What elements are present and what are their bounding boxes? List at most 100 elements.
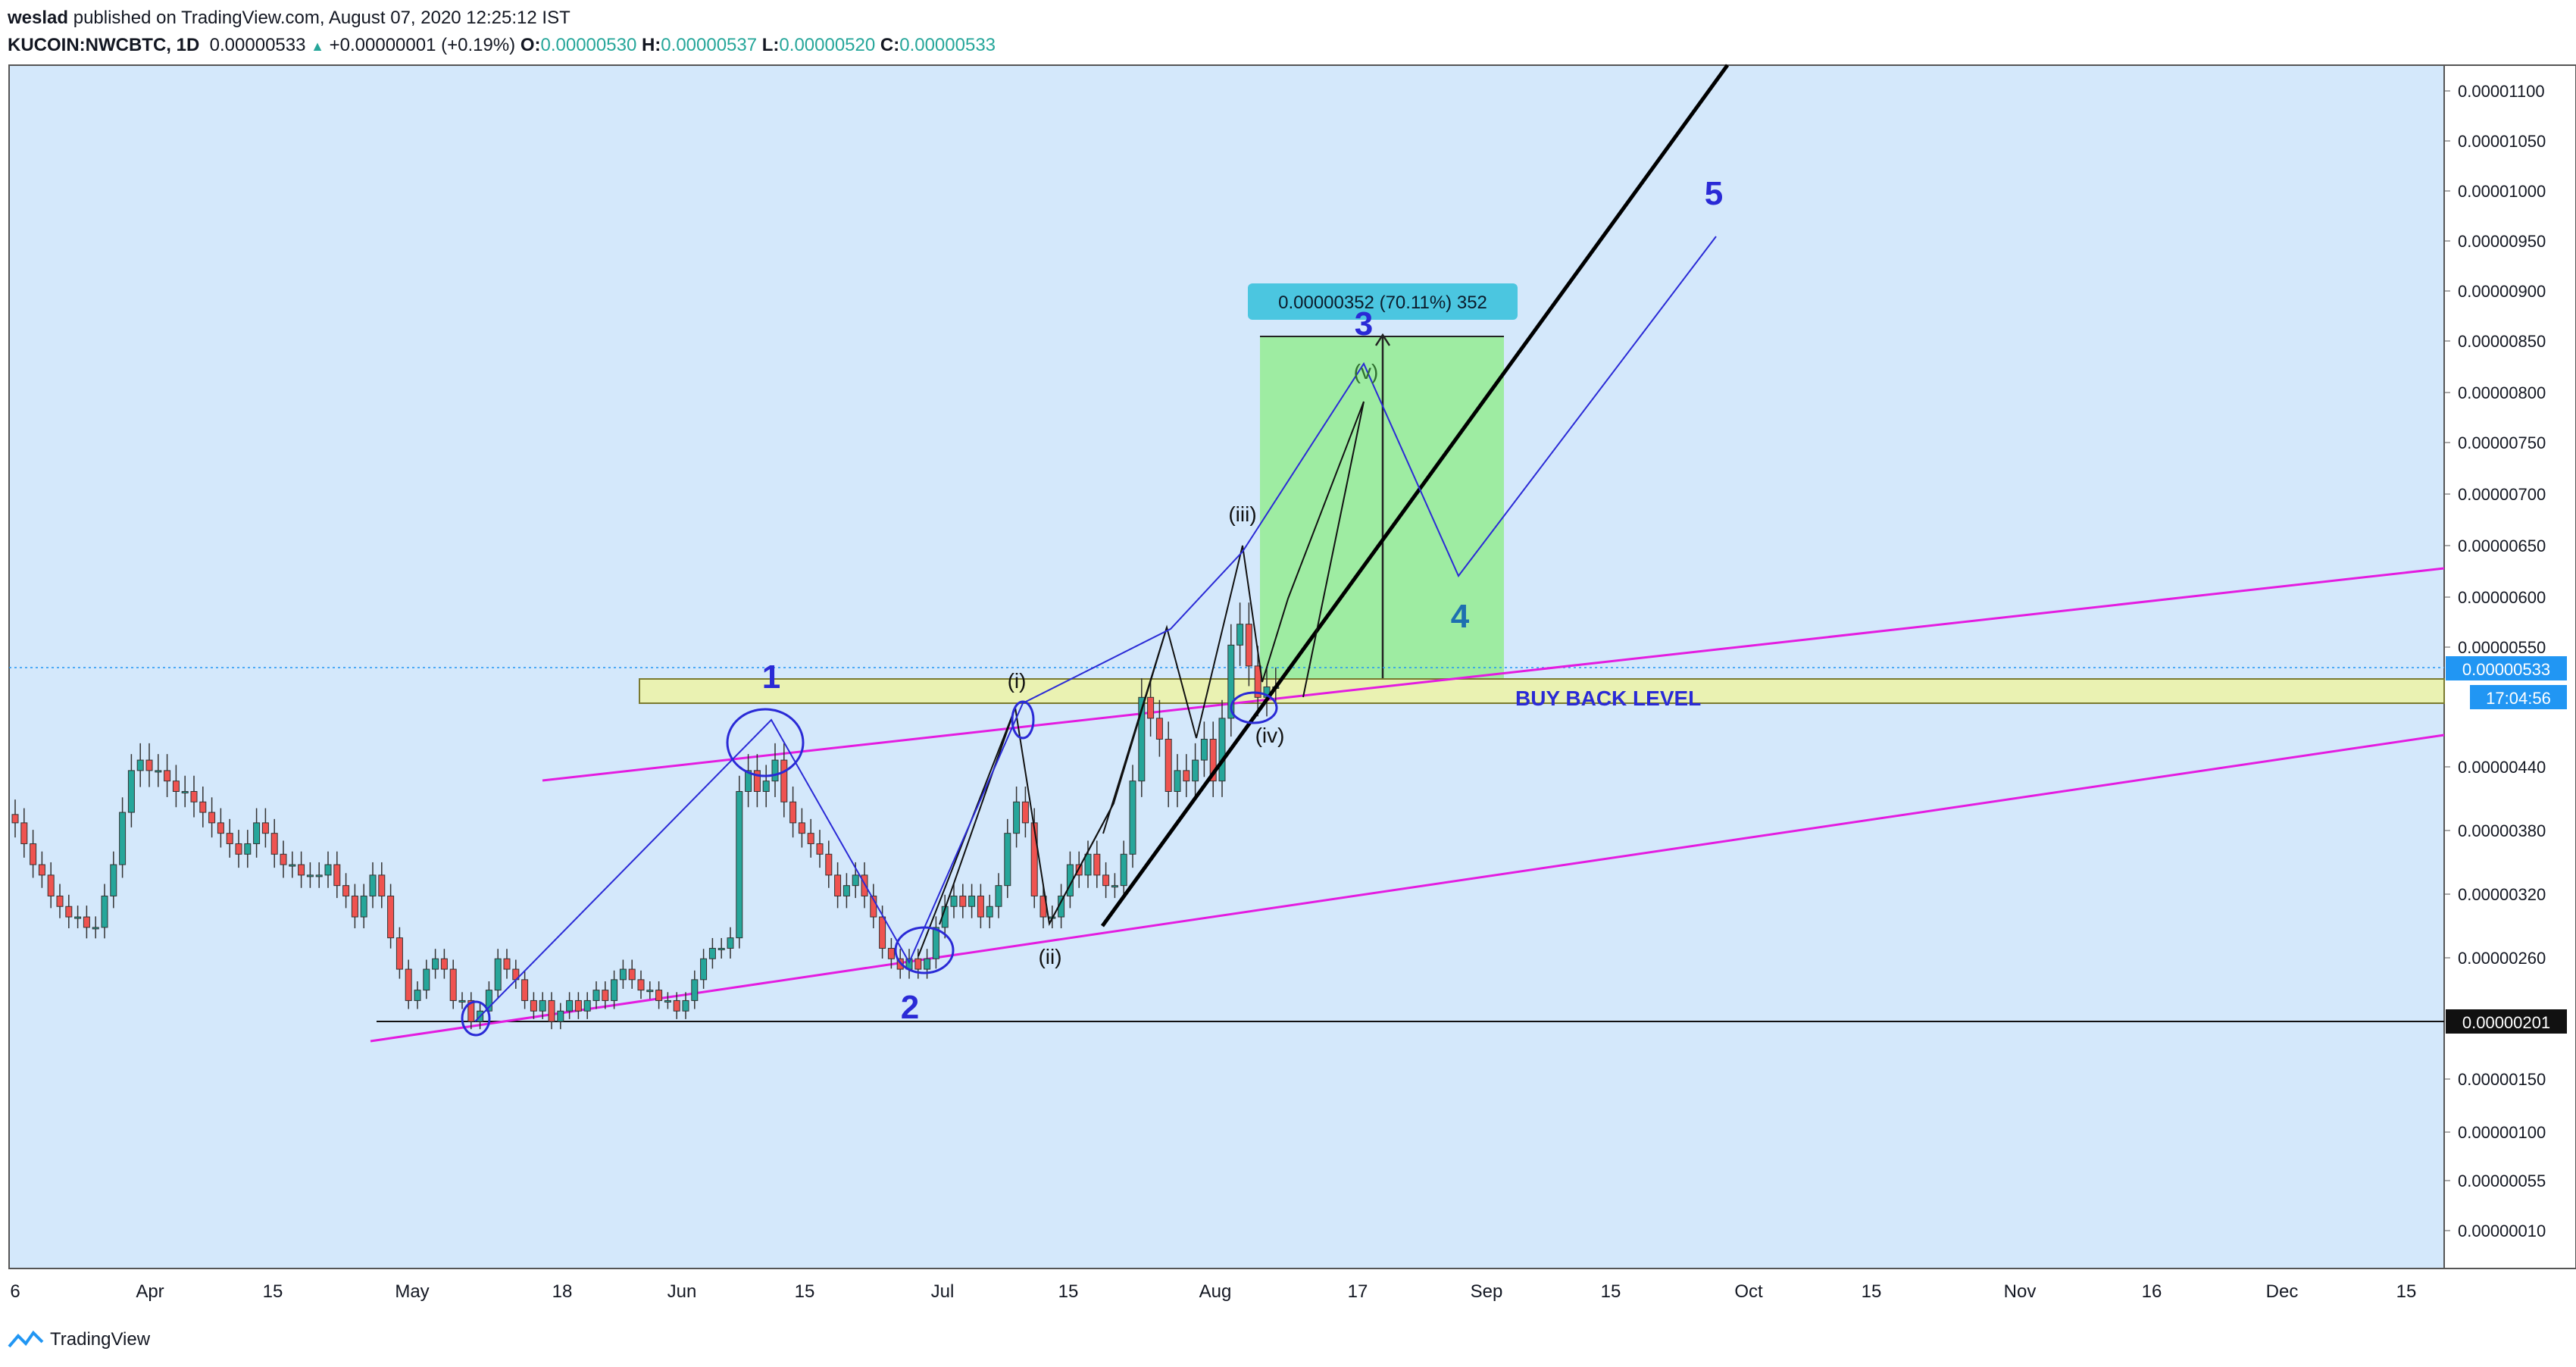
candle-body <box>789 801 797 824</box>
y-tick-label: 0.00001050 <box>2458 132 2546 151</box>
candle-body <box>834 874 842 896</box>
candle-body <box>861 874 868 896</box>
wave-label-i: (i) <box>1008 669 1027 693</box>
candle-body <box>887 947 895 959</box>
candle-body <box>977 895 984 918</box>
candle-body <box>440 958 448 970</box>
candle-body <box>548 999 555 1022</box>
candle-body <box>289 864 296 867</box>
candle-body <box>1138 696 1146 782</box>
candle-body <box>1174 770 1181 792</box>
upper-channel-line <box>542 567 2445 782</box>
measure-tooltip-text: 0.00000352 (70.11%) 352 <box>1278 292 1487 313</box>
candle-body <box>458 999 466 1003</box>
plot-area[interactable] <box>8 64 2445 1269</box>
wave-label-v: (v) <box>1354 360 1379 383</box>
candle-body <box>1084 853 1092 876</box>
elliott-wave-path <box>474 236 1717 1022</box>
y-tick-label: 0.00000260 <box>2458 949 2546 968</box>
candle-body <box>816 843 824 855</box>
candle-body <box>172 780 180 792</box>
candle-body <box>1227 644 1235 719</box>
x-tick-label: 15 <box>795 1281 815 1302</box>
wave-label-3: 3 <box>1355 305 1373 343</box>
candle-body <box>11 814 19 824</box>
author-name[interactable]: weslad <box>8 8 69 28</box>
candle-body <box>467 999 475 1022</box>
y-tick-labels: 0.00001100 0.00001050 0.00001000 0.00000950… <box>2444 82 2546 1240</box>
candle-body <box>762 780 770 792</box>
up-arrow-icon: ▲ <box>311 39 324 54</box>
symbol-label[interactable]: KUCOIN:NWCBTC, 1D <box>8 35 200 55</box>
candle-body <box>924 958 931 970</box>
candle-body <box>1093 853 1101 876</box>
candle-body <box>235 843 242 855</box>
x-tick-label: Jul <box>931 1281 955 1302</box>
pivot-circle-wave1 <box>726 708 805 777</box>
candle-body <box>92 927 99 930</box>
open-value: 0.00000530 <box>540 35 637 55</box>
candle-body <box>1245 624 1252 667</box>
support-price-badge[interactable] <box>2446 1009 2567 1034</box>
time-axis[interactable] <box>9 1268 2444 1314</box>
y-tick-label: 0.00000440 <box>2458 758 2546 777</box>
candle-body <box>611 979 618 1001</box>
candle-body <box>20 822 28 844</box>
y-tick-label: 0.00000700 <box>2458 485 2546 504</box>
x-tick-label: Jun <box>667 1281 697 1302</box>
candle-body <box>1147 696 1155 719</box>
pivot-circle-start <box>461 1000 491 1037</box>
candle-body <box>1129 780 1136 855</box>
support-price-label: 0.00000201 <box>2462 1013 2550 1032</box>
candle-body <box>753 770 761 792</box>
candle-body <box>405 968 412 1001</box>
y-tick-label: 0.00000600 <box>2458 588 2546 607</box>
candle-body <box>423 968 430 991</box>
current-price-label: 0.00000533 <box>2462 660 2550 679</box>
candle-body <box>879 916 886 949</box>
candle-body <box>306 874 314 877</box>
candle-body <box>539 999 546 1012</box>
wave-label-ii: (ii) <box>1038 945 1061 968</box>
candle-body <box>65 906 73 918</box>
candle-body <box>1236 624 1244 646</box>
candle-body <box>217 822 224 834</box>
candle-body <box>136 759 144 771</box>
candle-body <box>164 770 171 782</box>
y-tick-label: 0.00000320 <box>2458 885 2546 904</box>
current-price-badge[interactable] <box>2446 656 2567 680</box>
publish-info: weslad published on TradingView.com, Aug… <box>8 8 571 29</box>
candle-body <box>717 947 725 950</box>
candle-body <box>736 790 743 939</box>
candle-body <box>280 853 287 865</box>
wave-label-4: 4 <box>1451 598 1470 635</box>
tradingview-logo-icon <box>8 1330 44 1348</box>
candle-body <box>324 864 332 876</box>
candle-body <box>700 958 708 981</box>
buy-back-zone <box>639 678 2445 704</box>
candle-body <box>449 968 457 1001</box>
steep-trendline <box>1100 64 1730 927</box>
sub-wave-channel-2 <box>1049 802 1114 924</box>
candle-body <box>691 979 699 1001</box>
candle-body <box>181 790 189 793</box>
buy-back-label: BUY BACK LEVEL <box>1515 687 1701 710</box>
arrow-head-icon <box>1374 333 1391 346</box>
x-tick-label: 15 <box>2396 1281 2417 1302</box>
y-tick-label: 0.00000900 <box>2458 282 2546 301</box>
countdown-badge <box>2470 685 2567 709</box>
candle-body <box>1021 801 1029 824</box>
y-tick-label: 0.00001100 <box>2458 82 2545 101</box>
candle-body <box>369 874 377 896</box>
candle-body <box>1030 822 1038 896</box>
candle-body <box>155 770 162 773</box>
candle-body <box>261 822 269 834</box>
candle-body <box>557 1010 564 1022</box>
candle-body <box>226 833 233 844</box>
x-tick-label: Sep <box>1471 1281 1503 1302</box>
brand-text[interactable]: TradingView <box>50 1329 151 1350</box>
candle-body <box>1218 718 1226 782</box>
wave-label-2: 2 <box>901 989 919 1026</box>
x-tick-label: Aug <box>1199 1281 1232 1302</box>
